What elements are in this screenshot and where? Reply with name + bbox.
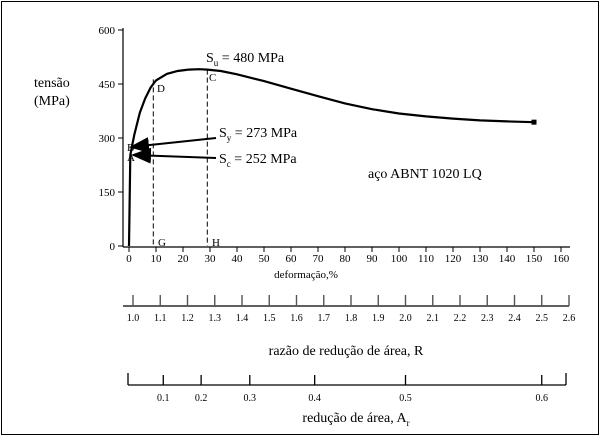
ar-tick-label: 0.2 bbox=[195, 393, 208, 404]
r-tick-label: 1.9 bbox=[372, 313, 385, 324]
ar-tick-label: 0.4 bbox=[308, 393, 321, 404]
x-tick-label: 10 bbox=[151, 253, 163, 265]
x-tick-label: 0 bbox=[126, 253, 132, 265]
r-tick-label: 2.0 bbox=[399, 313, 412, 324]
r-tick-label: 2.6 bbox=[563, 313, 576, 324]
point-label-a: A bbox=[127, 152, 135, 164]
sy-annotation: Sy = 273 MPa bbox=[219, 126, 298, 143]
point-label-b: B bbox=[127, 142, 134, 154]
r-tick-label: 2.2 bbox=[454, 313, 467, 324]
r-scale-ticks: 1.0 1.1 1.2 1.3 1.4 1.5 1.6 1.7 1.8 1.9 2.0 2.1 2.2 2… bbox=[127, 295, 576, 324]
point-label-g: G bbox=[158, 237, 166, 249]
y-ticks: 0 150 300 450 600 bbox=[99, 25, 123, 253]
ar-tick-label: 0.6 bbox=[536, 393, 549, 404]
r-tick-label: 1.8 bbox=[345, 313, 358, 324]
x-tick-label: 70 bbox=[313, 253, 325, 265]
point-label-h: H bbox=[212, 237, 220, 249]
r-scale-label: razão de redução de área, R bbox=[269, 344, 424, 359]
x-tick-label: 50 bbox=[259, 253, 271, 265]
x-tick-label: 40 bbox=[232, 253, 244, 265]
sc-arrow bbox=[131, 147, 217, 164]
x-ticks: 0 10 20 30 40 50 60 70 80 90 100 110 120 130 140 150 160 bbox=[126, 247, 570, 265]
r-tick-label: 2.4 bbox=[508, 313, 521, 324]
ar-tick-label: 0.5 bbox=[399, 393, 412, 404]
y-tick-label: 450 bbox=[99, 79, 116, 91]
x-tick-label: 30 bbox=[205, 253, 217, 265]
sc-annotation: Sc = 252 MPa bbox=[219, 152, 297, 169]
r-tick-label: 1.5 bbox=[263, 313, 276, 324]
x-tick-label: 60 bbox=[286, 253, 298, 265]
r-tick-label: 1.6 bbox=[290, 313, 303, 324]
sy-arrow bbox=[129, 137, 217, 154]
stress-strain-curve bbox=[127, 68, 535, 247]
material-label: aço ABNT 1020 LQ bbox=[368, 167, 482, 182]
x-tick-label: 20 bbox=[178, 253, 190, 265]
x-tick-label: 140 bbox=[499, 253, 516, 265]
x-tick-label: 150 bbox=[526, 253, 543, 265]
x-tick-label: 110 bbox=[418, 253, 435, 265]
ar-tick-label: 0.1 bbox=[157, 393, 170, 404]
r-scale: 1.0 1.1 1.2 1.3 1.4 1.5 1.6 1.7 1.8 1.9 2.0 2.1 2.2 2… bbox=[123, 295, 575, 359]
r-tick-label: 2.5 bbox=[536, 313, 549, 324]
point-label-c: C bbox=[209, 72, 216, 84]
x-tick-label: 130 bbox=[472, 253, 489, 265]
x-tick-label: 100 bbox=[391, 253, 408, 265]
ar-scale: 0.1 0.2 0.3 0.4 0.5 0.6 redução de área, Ar bbox=[127, 373, 567, 428]
y-tick-label: 150 bbox=[99, 187, 116, 199]
y-tick-label: 0 bbox=[110, 241, 116, 253]
ar-scale-ticks: 0.1 0.2 0.3 0.4 0.5 0.6 bbox=[157, 375, 548, 404]
x-tick-label: 80 bbox=[340, 253, 352, 265]
r-tick-label: 1.7 bbox=[318, 313, 331, 324]
y-axis-label-line1: tensão bbox=[34, 76, 70, 91]
point-label-d: D bbox=[157, 83, 165, 95]
r-tick-label: 2.1 bbox=[427, 313, 440, 324]
su-annotation: Su = 480 MPa bbox=[206, 51, 285, 68]
ar-tick-label: 0.3 bbox=[244, 393, 257, 404]
y-tick-label: 600 bbox=[99, 25, 116, 37]
r-tick-label: 1.2 bbox=[181, 313, 194, 324]
r-tick-label: 1.3 bbox=[209, 313, 222, 324]
curve-end-marker bbox=[531, 119, 537, 125]
x-tick-label: 90 bbox=[367, 253, 379, 265]
r-tick-label: 1.0 bbox=[127, 313, 140, 324]
ar-scale-label: redução de área, Ar bbox=[302, 411, 409, 428]
r-tick-label: 2.3 bbox=[481, 313, 494, 324]
y-axis-label-line2: (MPa) bbox=[34, 94, 70, 109]
x-tick-label: 160 bbox=[553, 253, 570, 265]
y-tick-label: 300 bbox=[99, 133, 116, 145]
r-tick-label: 1.1 bbox=[154, 313, 167, 324]
x-tick-label: 120 bbox=[445, 253, 462, 265]
x-axis-label: deformação,% bbox=[274, 269, 338, 281]
r-tick-label: 1.4 bbox=[236, 313, 249, 324]
